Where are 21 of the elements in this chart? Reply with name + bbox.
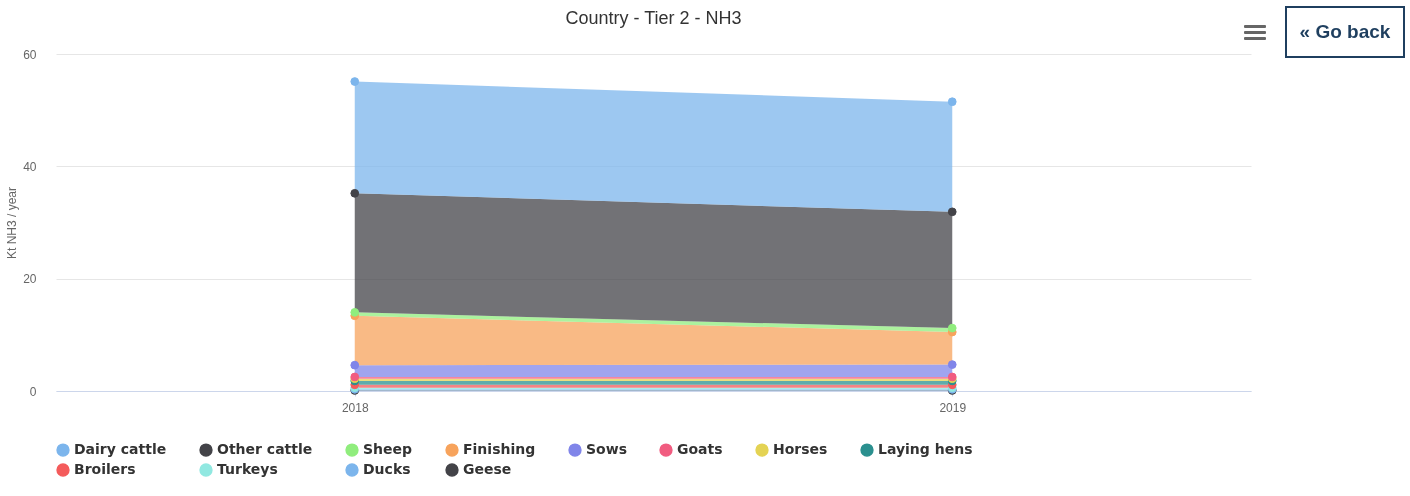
y-tick-label: 60 (23, 47, 37, 62)
legend-label: Horses (773, 441, 828, 458)
legend-label: Turkeys (217, 461, 278, 477)
x-tick-label: 2018 (341, 400, 369, 415)
legend-label: Laying hens (878, 441, 973, 458)
y-tick-label: 20 (23, 272, 37, 287)
legend-label: Other cattle (217, 441, 313, 458)
y-tick-label: 0 (29, 384, 37, 399)
x-tick-label: 2019 (939, 400, 967, 415)
legend-label: Finishing (463, 441, 536, 458)
legend-label: Dairy cattle (74, 441, 167, 458)
legend-label: Ducks (363, 461, 411, 477)
y-axis-title: Kt NH3 / year (5, 186, 20, 260)
legend-label: Sows (586, 441, 627, 458)
text: « Go back (1285, 6, 1405, 58)
legend-label: Broilers (74, 461, 136, 477)
legend-label: Geese (463, 461, 512, 477)
legend-label: Goats (677, 441, 723, 458)
legend-label: Sheep (363, 441, 413, 458)
chart-title: Country - Tier 2 - NH3 (565, 8, 742, 28)
y-tick-label: 40 (23, 159, 37, 174)
